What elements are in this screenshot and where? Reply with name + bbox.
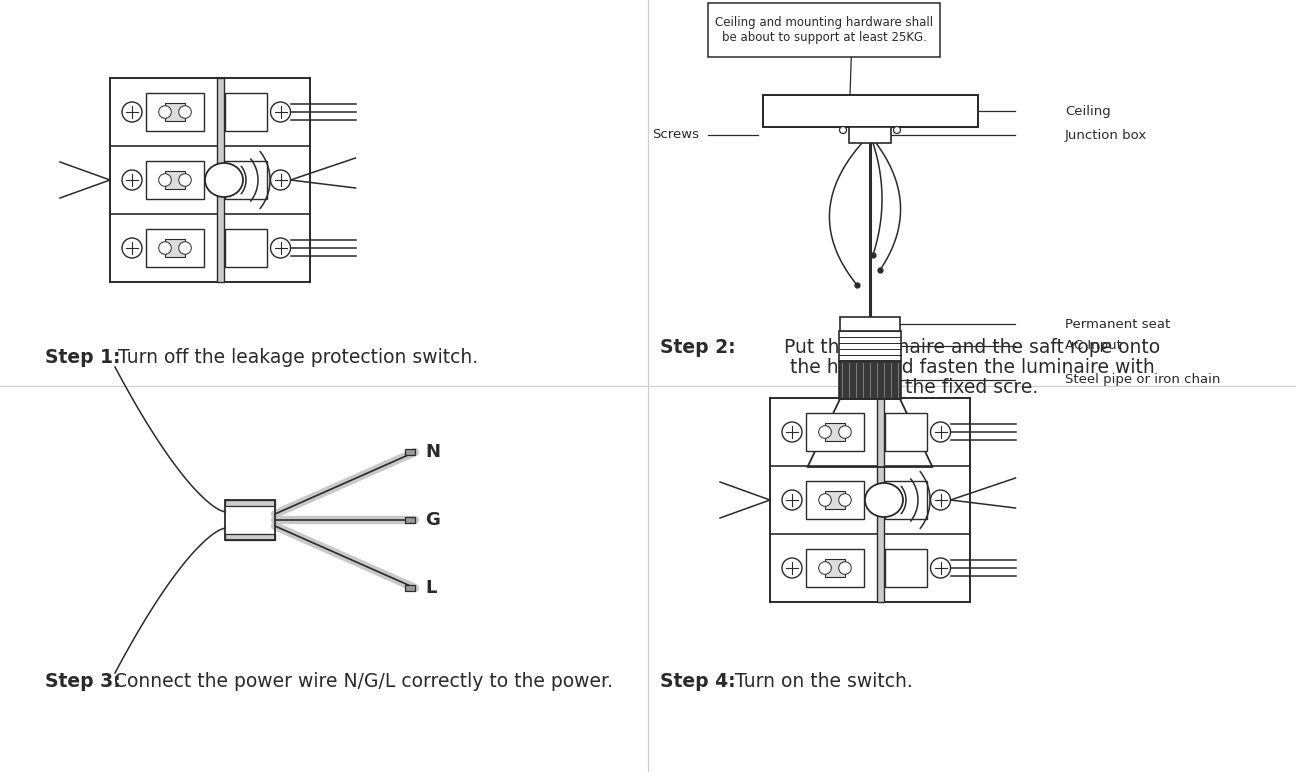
Text: Step 2:: Step 2:: [660, 338, 736, 357]
Text: Steel pipe or iron chain: Steel pipe or iron chain: [1065, 374, 1221, 387]
Bar: [806, 550, 864, 587]
Bar: [839, 361, 901, 399]
Bar: [224, 93, 267, 130]
Circle shape: [839, 562, 851, 574]
Circle shape: [840, 127, 846, 134]
Bar: [165, 239, 185, 257]
Circle shape: [931, 422, 950, 442]
Bar: [216, 78, 223, 282]
Text: Turn on the switch.: Turn on the switch.: [728, 672, 912, 691]
Text: Turn off the leakage protection switch.: Turn off the leakage protection switch.: [111, 348, 478, 367]
Bar: [146, 161, 203, 198]
Bar: [884, 413, 927, 451]
Bar: [404, 449, 415, 455]
Bar: [404, 585, 415, 591]
Circle shape: [179, 106, 192, 118]
Bar: [884, 481, 927, 519]
Bar: [840, 317, 899, 331]
Circle shape: [781, 422, 802, 442]
Text: the hook,and fasten the luminaire with: the hook,and fasten the luminaire with: [789, 358, 1155, 377]
Text: Permanent seat: Permanent seat: [1065, 317, 1170, 330]
Text: the fixed scre.: the fixed scre.: [906, 378, 1038, 397]
Bar: [224, 161, 267, 198]
Bar: [165, 171, 185, 189]
Text: Put the luminaire and the saft rope onto: Put the luminaire and the saft rope onto: [784, 338, 1160, 357]
Ellipse shape: [205, 163, 244, 197]
Bar: [826, 423, 845, 441]
Circle shape: [271, 170, 290, 190]
Circle shape: [819, 562, 831, 574]
Bar: [224, 229, 267, 266]
Text: Ceiling and mounting hardware shall
be about to support at least 25KG.: Ceiling and mounting hardware shall be a…: [715, 16, 933, 44]
Bar: [826, 491, 845, 509]
Bar: [762, 95, 977, 127]
Bar: [762, 95, 977, 127]
Circle shape: [819, 425, 831, 438]
Bar: [884, 550, 927, 587]
Circle shape: [122, 170, 143, 190]
Text: Ceiling: Ceiling: [1065, 104, 1111, 117]
Text: G: G: [425, 511, 439, 529]
Circle shape: [122, 238, 143, 258]
Text: N: N: [425, 443, 441, 461]
Circle shape: [931, 490, 950, 510]
Circle shape: [122, 102, 143, 122]
Circle shape: [271, 238, 290, 258]
Bar: [826, 559, 845, 577]
Bar: [806, 413, 864, 451]
Circle shape: [819, 494, 831, 506]
Circle shape: [931, 558, 950, 578]
Text: Step 1:: Step 1:: [45, 348, 121, 367]
Text: Connect the power wire N/G/L correctly to the power.: Connect the power wire N/G/L correctly t…: [114, 672, 613, 691]
Circle shape: [839, 425, 851, 438]
Bar: [404, 517, 415, 523]
Bar: [226, 500, 275, 506]
Bar: [762, 95, 977, 127]
Text: Step 3:: Step 3:: [45, 672, 121, 691]
Circle shape: [158, 242, 171, 254]
Circle shape: [179, 242, 192, 254]
Bar: [146, 93, 203, 130]
Circle shape: [179, 174, 192, 186]
Text: Junction box: Junction box: [1065, 128, 1147, 141]
Bar: [770, 398, 969, 602]
Bar: [839, 331, 901, 361]
Bar: [226, 500, 275, 540]
Text: Step 4:: Step 4:: [660, 672, 736, 691]
Circle shape: [781, 490, 802, 510]
Bar: [226, 534, 275, 540]
Bar: [165, 103, 185, 121]
Bar: [876, 398, 884, 602]
Circle shape: [158, 174, 171, 186]
Text: Screws: Screws: [652, 128, 700, 141]
Bar: [806, 481, 864, 519]
Circle shape: [271, 102, 290, 122]
Bar: [146, 229, 203, 266]
Text: AC Input: AC Input: [1065, 340, 1122, 353]
Ellipse shape: [864, 483, 903, 517]
FancyBboxPatch shape: [708, 3, 940, 57]
Text: L: L: [425, 579, 437, 597]
Circle shape: [893, 127, 901, 134]
Circle shape: [781, 558, 802, 578]
Circle shape: [839, 494, 851, 506]
Bar: [110, 78, 310, 282]
Bar: [849, 127, 892, 143]
Circle shape: [158, 106, 171, 118]
